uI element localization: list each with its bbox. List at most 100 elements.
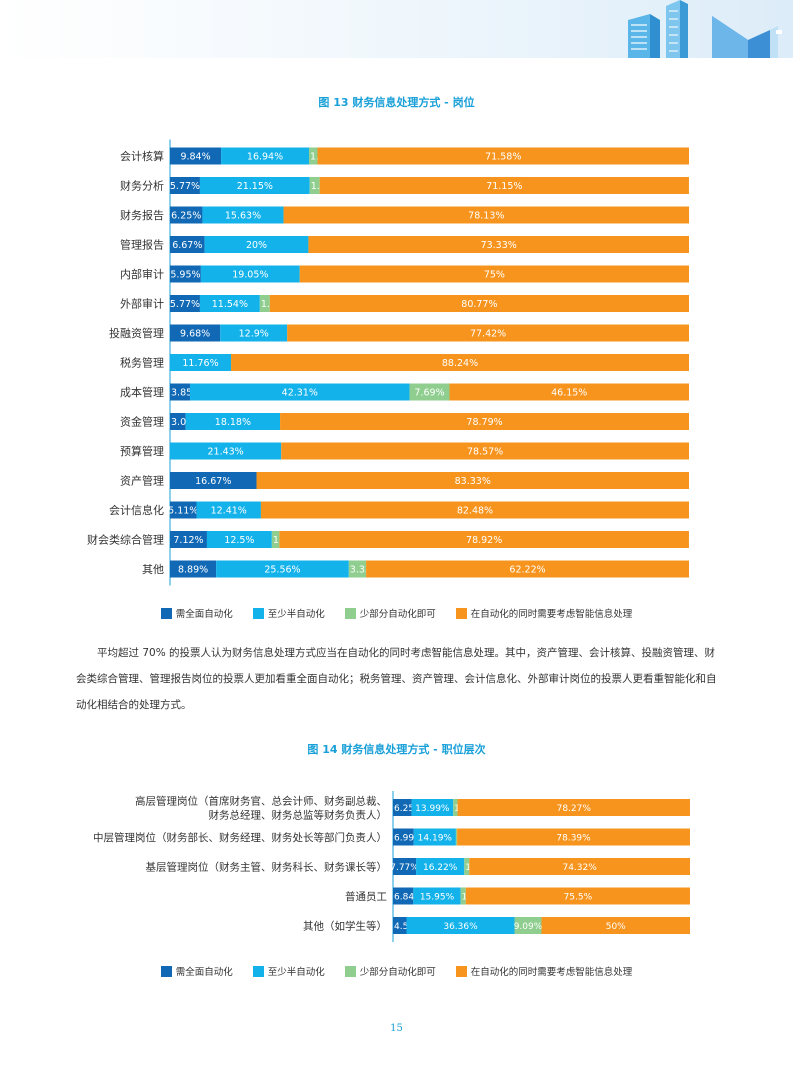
data-label: 12.5% (224, 535, 254, 546)
data-label: 15.63% (225, 211, 261, 222)
bar-segment-smart (269, 295, 689, 312)
data-label: 74.32% (562, 863, 597, 873)
data-label: 21.15% (237, 181, 273, 192)
data-label: 83.33% (455, 476, 491, 487)
data-label: 11.76% (182, 358, 218, 369)
category-label: 资金管理 (120, 415, 164, 429)
bar-segment-smart (299, 265, 689, 283)
bar-segment-smart (317, 147, 689, 165)
bar-segment-smart (283, 206, 690, 224)
bar-segment-smart (287, 324, 689, 342)
data-label: 75.5% (564, 893, 593, 903)
bar-segment-full (393, 799, 412, 816)
data-label: 6.99% (394, 834, 423, 844)
legend-swatch (344, 607, 356, 619)
bar-segment-full (170, 265, 201, 283)
data-label: 73.33% (481, 240, 517, 251)
legend-swatch (455, 965, 467, 977)
bar-segment-smart (281, 442, 689, 460)
category-label: 财会类综合管理 (87, 533, 164, 547)
legend-item-half: 至少半自动化 (252, 606, 325, 620)
data-label: 71.58% (485, 152, 521, 163)
bar-segment-smart (319, 177, 689, 194)
bar-segment-half (413, 887, 461, 905)
bar-segment-smart (457, 828, 690, 846)
data-label: 11.54% (212, 299, 248, 310)
bar-segment-full (170, 531, 207, 548)
category-label: 普通员工 (345, 890, 387, 903)
legend-item-full: 需全面自动化 (160, 964, 233, 978)
bar-segment-smart (457, 799, 690, 816)
bar-segment-smart (260, 501, 689, 519)
bar-segment-half (170, 442, 282, 460)
legend-item-smart: 在自动化的同时需要考虑智能信息处理 (455, 964, 633, 978)
data-label: 36.36% (443, 922, 478, 932)
data-label: 25.56% (264, 565, 300, 576)
data-label: 5.11% (168, 506, 198, 517)
bar-segment-smart (308, 236, 689, 253)
category-label: 税务管理 (120, 356, 164, 370)
legend-label: 至少半自动化 (267, 609, 325, 620)
data-label: 16.94% (247, 152, 283, 163)
bar-segment-full (170, 501, 197, 519)
bar-segment-full (170, 236, 205, 253)
data-label: 78.57% (467, 447, 503, 458)
data-label: 9.68% (180, 329, 210, 340)
figure-14-legend: 需全面自动化 至少半自动化 少部分自动化即可 在自动化的同时需要考虑智能信息处理 (0, 964, 793, 978)
legend-label: 需全面自动化 (175, 609, 233, 620)
legend-swatch (160, 965, 172, 977)
bar-segment-smart (256, 472, 689, 489)
bar-segment-smart (231, 354, 689, 371)
data-label: 12.41% (211, 506, 247, 517)
data-label: 50% (606, 922, 626, 932)
data-label: 42.31% (282, 388, 318, 399)
bar-segment-half (199, 295, 260, 312)
data-label: 15.95% (420, 893, 455, 903)
bar-segment-half (202, 206, 284, 224)
bar-segment-half (196, 501, 261, 519)
bar-segment-half (216, 560, 349, 578)
bar-segment-partial (453, 799, 458, 816)
legend-label: 在自动化的同时需要考虑智能信息处理 (470, 609, 633, 620)
bar-segment-smart (279, 531, 689, 548)
bar-segment-partial (464, 858, 470, 875)
data-label: 9.09% (514, 922, 543, 932)
data-label: 6.84% (394, 893, 423, 903)
figure-13-legend: 需全面自动化 至少半自动化 少部分自动化即可 在自动化的同时需要考虑智能信息处理 (0, 606, 793, 620)
legend-swatch (160, 607, 172, 619)
data-label: 19.05% (232, 270, 268, 281)
legend-label: 少部分自动化即可 (359, 967, 436, 978)
data-label: 6.67% (172, 240, 202, 251)
category-label: 投融资管理 (109, 326, 164, 340)
category-label: 会计核算 (120, 149, 164, 163)
figure-13-title: 图 13 财务信息处理方式 - 岗位 (318, 96, 475, 109)
legend-label: 在自动化的同时需要考虑智能信息处理 (470, 967, 633, 978)
bar-segment-smart (469, 858, 690, 875)
bar-segment-smart (366, 560, 689, 578)
data-label: 78.92% (466, 535, 502, 546)
data-label: 75% (484, 270, 505, 281)
legend-label: 需全面自动化 (175, 967, 233, 978)
category-label: 资产管理 (120, 474, 164, 488)
bar-segment-half (220, 324, 288, 342)
data-label: 7.69% (414, 388, 444, 399)
category-label: 高层管理岗位（首席财务官、总会计师、财务副总裁、 (135, 795, 387, 808)
figure-14-chart: 高层管理岗位（首席财务官、总会计师、财务副总裁、财务总经理、财务总监等财务负责人… (93, 791, 690, 942)
body-paragraph: 平均超过 70% 的投票人认为财务信息处理方式应当在自动化的同时考虑智能信息处理… (76, 647, 717, 711)
bar-segment-full (170, 383, 190, 401)
data-label: 8.89% (178, 565, 208, 576)
page-number: 15 (390, 1023, 403, 1034)
header-building-graphic (628, 0, 782, 58)
data-label: 78.13% (468, 211, 504, 222)
bar-segment-full (170, 177, 200, 194)
bar-segment-smart (541, 917, 690, 934)
data-label: 16.67% (195, 476, 231, 487)
data-label: 12.9% (239, 329, 269, 340)
header-band (0, 0, 793, 58)
legend-swatch (455, 607, 467, 619)
data-label: 21.43% (207, 447, 243, 458)
data-label: 16.22% (423, 863, 458, 873)
data-label: 6.25% (171, 211, 201, 222)
bar-segment-full (170, 147, 222, 165)
data-label: 71.15% (486, 181, 522, 192)
